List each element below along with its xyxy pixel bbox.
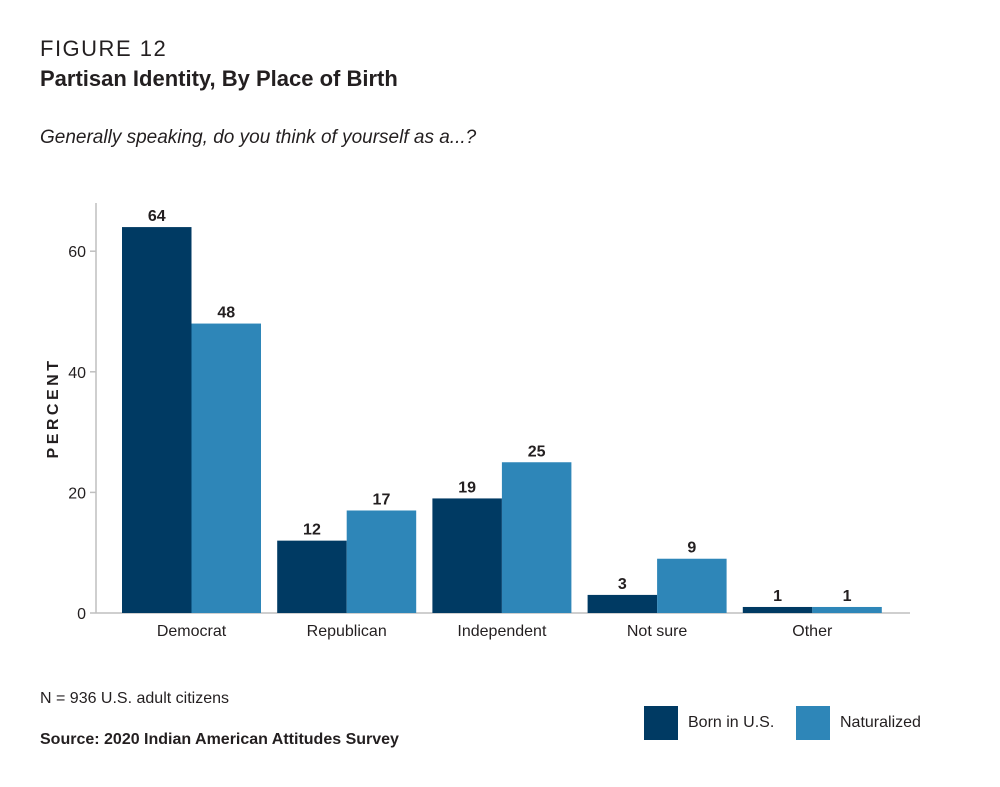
data-label-independent-born-in-u-s: 19 bbox=[458, 479, 476, 496]
sample-note: N = 936 U.S. adult citizens bbox=[40, 690, 229, 707]
x-tick-label-other: Other bbox=[792, 623, 833, 640]
bar-republican-born-in-u-s bbox=[277, 540, 347, 613]
data-label-republican-born-in-u-s: 12 bbox=[303, 522, 321, 539]
y-tick-label-40: 40 bbox=[68, 365, 86, 382]
y-axis-title: PERCENT bbox=[45, 358, 62, 459]
y-tick-label-60: 60 bbox=[68, 244, 86, 261]
data-label-independent-naturalized: 25 bbox=[528, 443, 546, 460]
y-tick-label-20: 20 bbox=[68, 485, 86, 502]
bar-not-sure-naturalized bbox=[657, 558, 727, 613]
bar-other-naturalized bbox=[812, 606, 882, 613]
source-note: Source: 2020 Indian American Attitudes S… bbox=[40, 731, 399, 748]
bar-other-born-in-u-s bbox=[742, 606, 813, 613]
x-tick-label-not-sure: Not sure bbox=[627, 623, 688, 640]
bar-not-sure-born-in-u-s bbox=[587, 594, 658, 613]
data-label-other-born-in-u-s: 1 bbox=[773, 588, 782, 605]
bar-democrat-naturalized bbox=[191, 323, 261, 613]
y-tick-label-0: 0 bbox=[77, 606, 86, 623]
data-label-not-sure-naturalized: 9 bbox=[687, 540, 696, 557]
data-label-democrat-born-in-u-s: 64 bbox=[148, 208, 166, 225]
bar-republican-naturalized bbox=[346, 510, 417, 613]
legend-swatch-naturalized bbox=[796, 706, 830, 740]
figure-label: FIGURE 12 bbox=[40, 36, 168, 61]
bar-independent-naturalized bbox=[501, 462, 572, 613]
data-label-democrat-naturalized: 48 bbox=[217, 305, 235, 322]
legend-swatch-born-in-us bbox=[644, 706, 678, 740]
bar-independent-born-in-u-s bbox=[432, 498, 502, 613]
survey-question: Generally speaking, do you think of your… bbox=[40, 127, 477, 148]
legend-label-naturalized: Naturalized bbox=[840, 714, 921, 731]
data-label-other-naturalized: 1 bbox=[843, 588, 852, 605]
x-tick-label-republican: Republican bbox=[307, 623, 387, 640]
chart-title: Partisan Identity, By Place of Birth bbox=[40, 66, 398, 91]
x-tick-label-independent: Independent bbox=[457, 623, 547, 640]
data-label-republican-naturalized: 17 bbox=[373, 491, 391, 508]
legend-item-naturalized: Naturalized bbox=[796, 706, 921, 740]
data-label-not-sure-born-in-u-s: 3 bbox=[618, 576, 627, 593]
legend-item-born-in-us: Born in U.S. bbox=[644, 706, 774, 740]
x-tick-label-democrat: Democrat bbox=[157, 623, 227, 640]
legend-label-born-in-us: Born in U.S. bbox=[688, 714, 775, 731]
bar-democrat-born-in-u-s bbox=[122, 227, 192, 613]
